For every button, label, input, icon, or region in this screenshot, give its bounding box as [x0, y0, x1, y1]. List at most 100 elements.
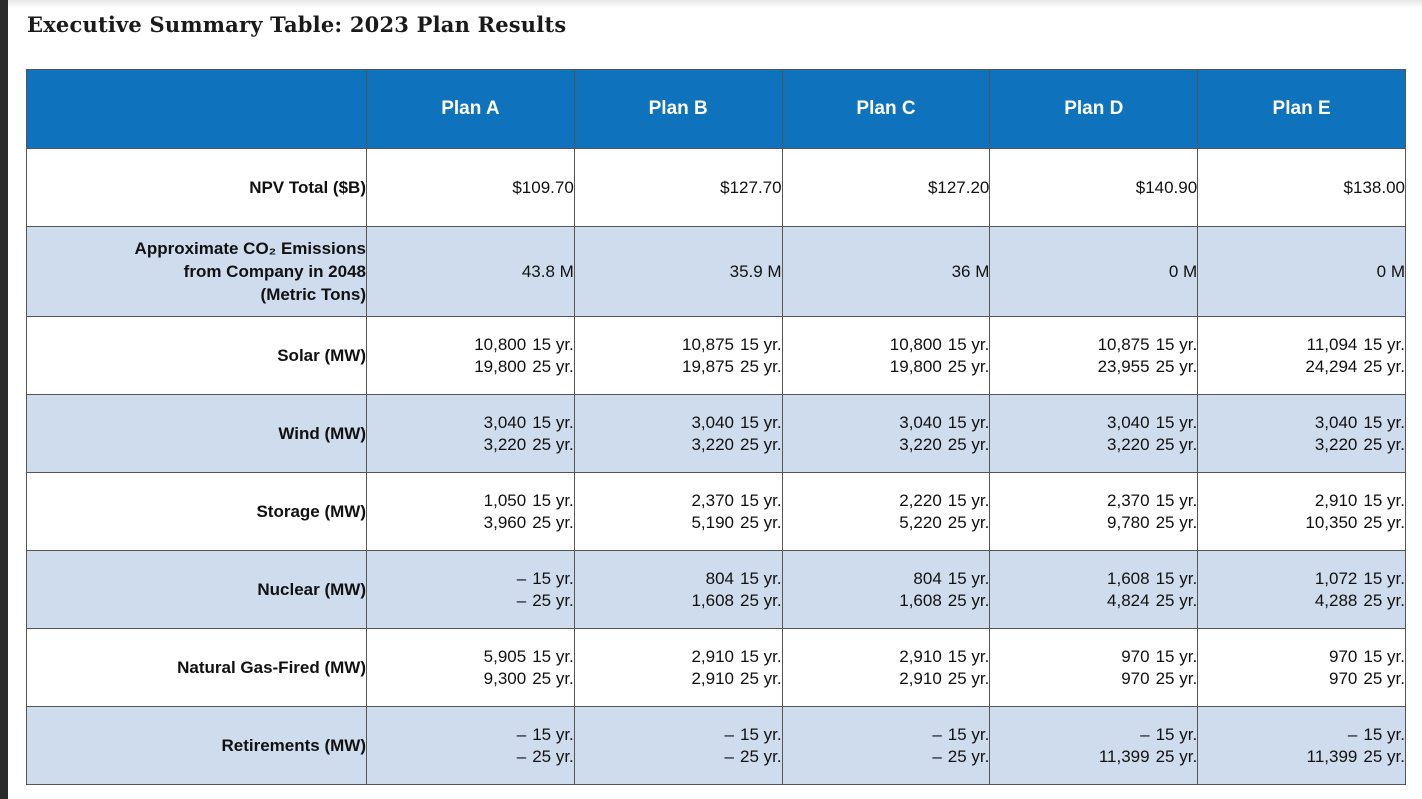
- amount-value: 10,875: [682, 334, 734, 354]
- amount-value: –: [724, 724, 734, 744]
- table-cell: 2,910 15 yr. 2,910 25 yr.: [781, 628, 991, 707]
- period-label: 25 yr.: [532, 668, 574, 688]
- period-label: 15 yr.: [740, 568, 782, 588]
- amount-value: 1,608: [691, 590, 734, 610]
- period-label: 25 yr.: [740, 590, 782, 610]
- cell-line: 4,288 25 yr.: [1297, 590, 1405, 612]
- cell-line: 3,040 15 yr.: [674, 412, 781, 434]
- amount-value: 11,399: [1306, 746, 1358, 766]
- table-cell: 3,040 15 yr. 3,220 25 yr.: [989, 394, 1199, 473]
- cell-lines: 10,800 15 yr. 19,800 25 yr.: [466, 334, 574, 378]
- table-cell: 3,040 15 yr. 3,220 25 yr.: [1197, 394, 1406, 473]
- period-label: 15 yr.: [1155, 568, 1198, 588]
- cell-line: 2,370 15 yr.: [1090, 490, 1197, 512]
- cell-line: 970 25 yr.: [1090, 668, 1197, 690]
- cell-line: 5,220 25 yr.: [882, 512, 989, 534]
- amount-value: 1,050: [483, 490, 527, 510]
- cell-line: –15 yr.: [1297, 724, 1405, 746]
- period-label: 15 yr.: [1155, 334, 1198, 354]
- table-cell: 0 M: [1197, 226, 1406, 317]
- amount-value: 3,040: [1314, 412, 1358, 432]
- period-label: 15 yr.: [1155, 724, 1198, 744]
- table-cell: –15 yr. –25 yr.: [781, 706, 991, 785]
- amount-value: 3,220: [691, 434, 734, 454]
- table-cell: $127.20: [781, 148, 991, 227]
- amount-value: 3,220: [899, 434, 942, 454]
- amount-value: 3,960: [483, 512, 527, 532]
- amount-value: 5,905: [483, 646, 527, 666]
- period-label: 15 yr.: [740, 646, 782, 666]
- table-row-storage: Storage (MW) 1,050 15 yr. 3,960 25 yr. 2,370 1…: [26, 472, 1406, 551]
- cell-lines: 1,050 15 yr. 3,960 25 yr.: [466, 490, 574, 534]
- cell-line: 1,608 25 yr.: [882, 590, 989, 612]
- cell-lines: 2,910 15 yr. 10,350 25 yr.: [1297, 490, 1405, 534]
- table-row-npv-total: NPV Total ($B) $109.70 $127.70 $127.20 $…: [26, 148, 1406, 227]
- period-label: 25 yr.: [532, 512, 574, 532]
- period-label: 15 yr.: [947, 646, 990, 666]
- period-label: 15 yr.: [532, 334, 574, 354]
- cell-line: 10,800 15 yr.: [466, 334, 574, 356]
- row-label: Storage (MW): [26, 472, 367, 551]
- table-cell: 3,040 15 yr. 3,220 25 yr.: [781, 394, 991, 473]
- period-label: 15 yr.: [947, 568, 990, 588]
- cell-line: 3,220 25 yr.: [882, 434, 989, 456]
- cell-line: 2,220 15 yr.: [882, 490, 989, 512]
- amount-value: 1,608: [1107, 568, 1150, 588]
- cell-line: –15 yr.: [882, 724, 990, 746]
- amount-value: 3,040: [1107, 412, 1150, 432]
- table-cell: –15 yr. 11,399 25 yr.: [989, 706, 1199, 785]
- table-cell: –15 yr. –25 yr.: [573, 706, 783, 785]
- period-label: 25 yr.: [1363, 746, 1405, 766]
- amount-value: 9,300: [483, 668, 527, 688]
- cell-line: 3,040 15 yr.: [1297, 412, 1405, 434]
- cell-lines: 2,910 15 yr. 2,910 25 yr.: [882, 646, 990, 690]
- table-cell: 804 15 yr. 1,608 25 yr.: [781, 550, 991, 629]
- period-label: 15 yr.: [947, 724, 990, 744]
- period-label: 25 yr.: [1363, 668, 1405, 688]
- amount-value: 10,350: [1305, 512, 1358, 532]
- period-label: 15 yr.: [532, 568, 574, 588]
- amount-value: 10,875: [1097, 334, 1150, 354]
- amount-value: 5,190: [691, 512, 734, 532]
- row-label: Wind (MW): [26, 394, 367, 473]
- cell-line: 804 15 yr.: [882, 568, 990, 590]
- cell-lines: 3,040 15 yr. 3,220 25 yr.: [882, 412, 989, 456]
- table-cell: 2,910 15 yr. 2,910 25 yr.: [573, 628, 783, 707]
- amount-value: 2,910: [899, 646, 942, 666]
- period-label: 25 yr.: [532, 356, 574, 376]
- cell-line: 1,608 15 yr.: [1090, 568, 1198, 590]
- row-label-line: from Company in 2048: [183, 262, 366, 281]
- amount-value: –: [724, 746, 734, 766]
- period-label: 25 yr.: [740, 512, 782, 532]
- table-cell: 970 15 yr. 970 25 yr.: [1197, 628, 1406, 707]
- row-label: NPV Total ($B): [26, 148, 367, 227]
- cell-line: 19,800 25 yr.: [466, 356, 574, 378]
- table-header: Plan A Plan B Plan C Plan D Plan E: [26, 69, 1406, 149]
- period-label: 25 yr.: [532, 434, 574, 454]
- period-label: 15 yr.: [1363, 646, 1405, 666]
- period-label: 25 yr.: [532, 746, 574, 766]
- cell-line: 2,910 15 yr.: [674, 646, 782, 668]
- table-cell: 5,905 15 yr. 9,300 25 yr.: [366, 628, 575, 707]
- period-label: 25 yr.: [1155, 746, 1198, 766]
- table-cell: 2,220 15 yr. 5,220 25 yr.: [781, 472, 991, 551]
- period-label: 25 yr.: [1363, 434, 1405, 454]
- row-label: Nuclear (MW): [26, 550, 367, 629]
- amount-value: 5,220: [899, 512, 942, 532]
- cell-lines: 10,875 15 yr. 23,955 25 yr.: [1090, 334, 1198, 378]
- table-cell: 2,370 15 yr. 5,190 25 yr.: [573, 472, 783, 551]
- amount-value: 3,040: [899, 412, 942, 432]
- cell-line: 5,190 25 yr.: [674, 512, 782, 534]
- period-label: 25 yr.: [1363, 590, 1405, 610]
- table-row-wind: Wind (MW) 3,040 15 yr. 3,220 25 yr. 3,040 15 y…: [26, 394, 1406, 473]
- cell-line: 10,350 25 yr.: [1297, 512, 1405, 534]
- amount-value: 3,220: [1314, 434, 1358, 454]
- cell-lines: –15 yr. –25 yr.: [466, 724, 574, 768]
- period-label: 15 yr.: [1363, 412, 1405, 432]
- period-label: 15 yr.: [1155, 412, 1198, 432]
- cell-lines: 2,370 15 yr. 9,780 25 yr.: [1090, 490, 1197, 534]
- table-cell: 10,800 15 yr. 19,800 25 yr.: [366, 316, 575, 395]
- cell-lines: 5,905 15 yr. 9,300 25 yr.: [466, 646, 574, 690]
- cell-line: 11,399 25 yr.: [1297, 746, 1405, 768]
- cell-line: –25 yr.: [674, 746, 782, 768]
